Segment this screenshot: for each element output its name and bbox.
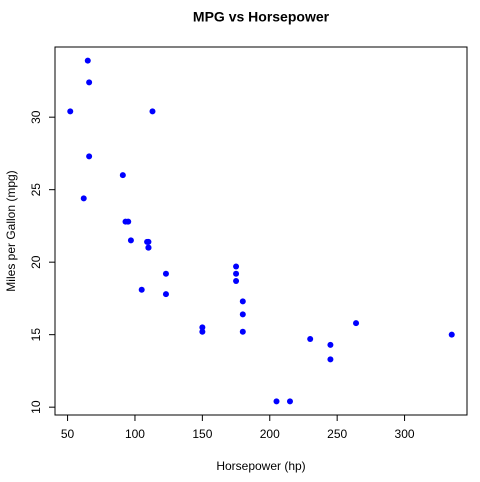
chart-title: MPG vs Horsepower: [193, 9, 330, 25]
point: [149, 108, 156, 115]
x-tick-label: 300: [395, 427, 415, 441]
y-tick-label: 25: [29, 183, 43, 197]
x-tick-label: 250: [327, 427, 347, 441]
y-tick-label: 10: [29, 400, 43, 414]
y-tick-label: 15: [29, 328, 43, 342]
point: [162, 270, 169, 277]
point: [233, 270, 240, 277]
point: [84, 57, 91, 64]
x-tick-label: 100: [125, 427, 145, 441]
point: [127, 237, 134, 244]
point: [162, 291, 169, 298]
point: [67, 108, 74, 115]
point: [327, 356, 334, 363]
point: [144, 238, 151, 245]
point: [239, 298, 246, 305]
point: [286, 398, 293, 405]
point: [80, 195, 87, 202]
point: [86, 153, 93, 160]
point: [199, 328, 206, 335]
point: [239, 328, 246, 335]
point: [138, 286, 145, 293]
point: [233, 263, 240, 270]
point: [273, 398, 280, 405]
point: [233, 278, 240, 285]
point: [448, 331, 455, 338]
point: [86, 79, 93, 86]
plot-frame: [54, 46, 468, 416]
y-axis-label: Miles per Gallon (mpg): [4, 170, 18, 291]
x-tick-label: 150: [192, 427, 212, 441]
point: [125, 218, 132, 225]
y-tick-label: 20: [29, 255, 43, 269]
x-tick-label: 200: [260, 427, 280, 441]
point: [119, 172, 126, 179]
point: [307, 336, 314, 343]
point: [199, 324, 206, 331]
x-axis-label: Horsepower (hp): [216, 459, 305, 473]
point: [145, 244, 152, 251]
point: [353, 320, 360, 327]
y-tick-label: 30: [29, 110, 43, 124]
point: [327, 341, 334, 348]
point: [239, 311, 246, 318]
x-tick-label: 50: [61, 427, 75, 441]
